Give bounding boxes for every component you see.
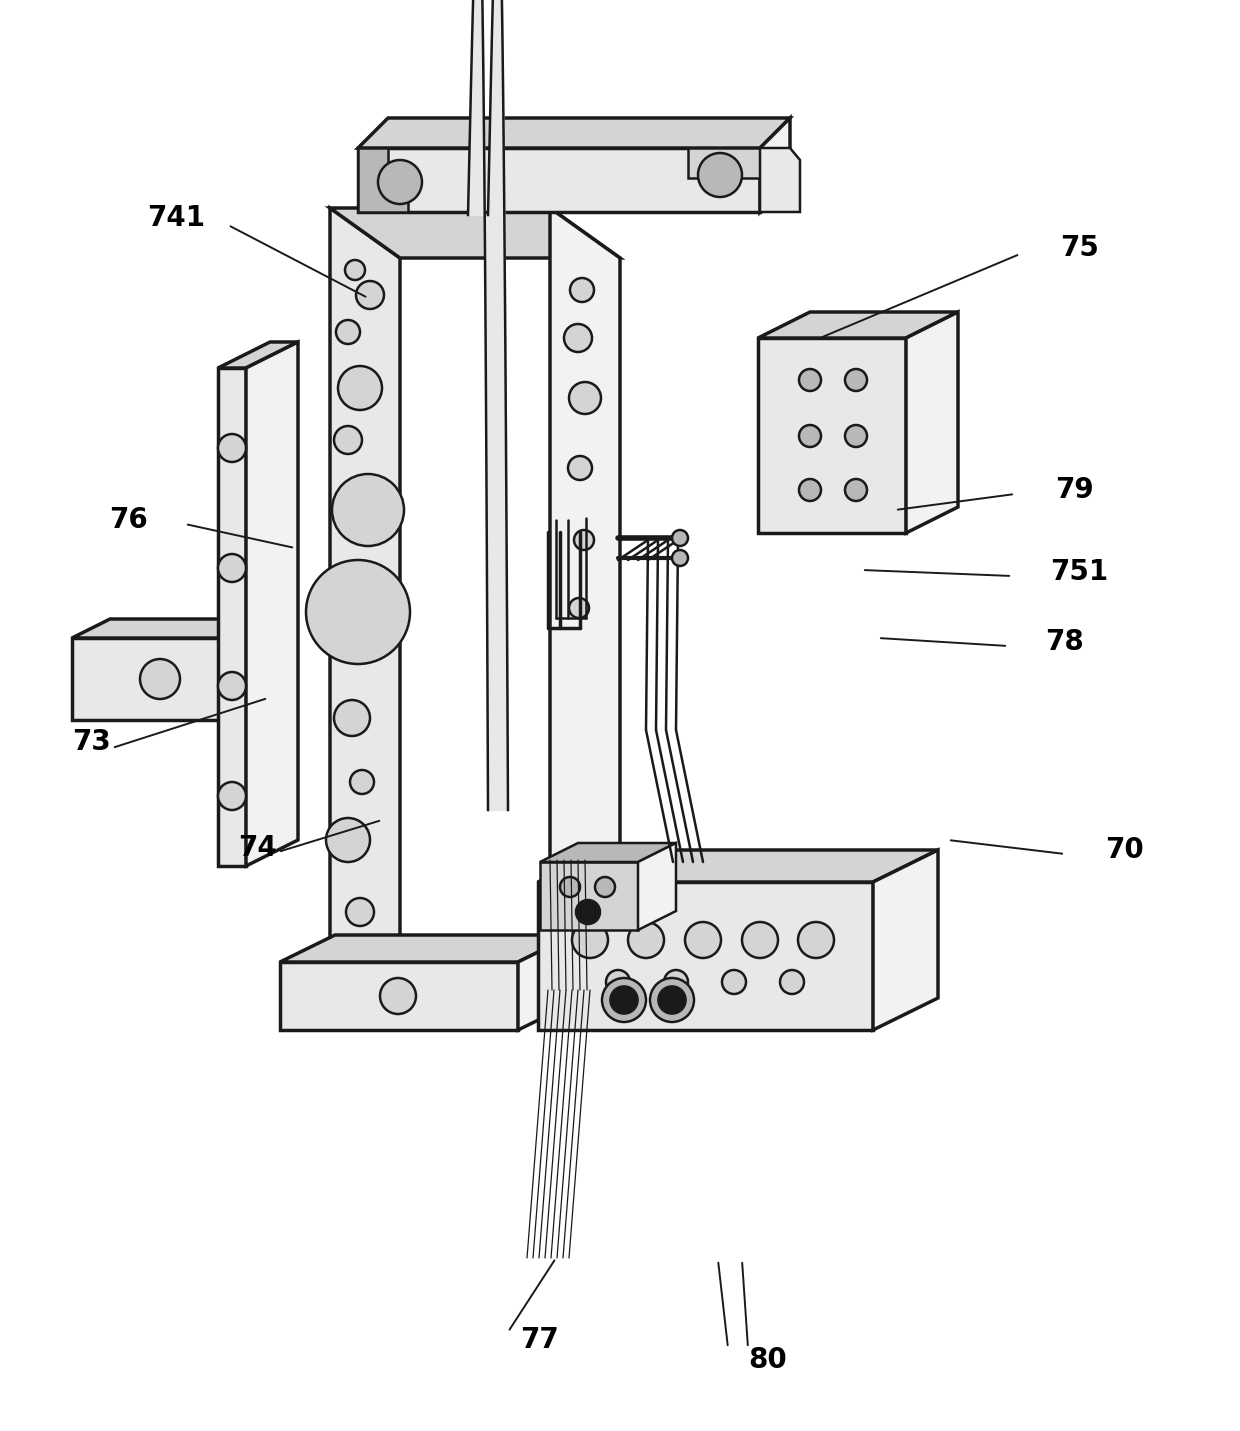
Polygon shape	[358, 147, 760, 212]
Polygon shape	[538, 850, 937, 881]
Circle shape	[568, 456, 591, 479]
Circle shape	[346, 899, 374, 926]
Polygon shape	[760, 117, 790, 212]
Circle shape	[350, 770, 374, 794]
Circle shape	[799, 369, 821, 391]
Circle shape	[663, 970, 688, 995]
Circle shape	[140, 660, 180, 698]
Circle shape	[658, 986, 686, 1015]
Circle shape	[218, 673, 246, 700]
Circle shape	[742, 922, 777, 957]
Circle shape	[601, 977, 646, 1022]
Polygon shape	[218, 368, 246, 866]
Circle shape	[595, 877, 615, 897]
Text: 79: 79	[1055, 477, 1094, 504]
Circle shape	[577, 900, 600, 924]
Text: 751: 751	[1050, 558, 1109, 587]
Circle shape	[799, 922, 835, 957]
Circle shape	[799, 425, 821, 446]
Circle shape	[564, 323, 591, 352]
Circle shape	[332, 474, 404, 547]
Polygon shape	[551, 207, 620, 1007]
Text: 75: 75	[1060, 235, 1099, 262]
Circle shape	[218, 434, 246, 462]
Text: 741: 741	[148, 205, 205, 232]
Polygon shape	[758, 312, 959, 338]
Circle shape	[336, 321, 360, 343]
Circle shape	[572, 922, 608, 957]
Circle shape	[356, 280, 384, 309]
Text: 74: 74	[238, 834, 277, 861]
Polygon shape	[873, 850, 937, 1030]
Text: 76: 76	[109, 507, 148, 534]
Polygon shape	[906, 312, 959, 532]
Polygon shape	[760, 147, 800, 212]
Polygon shape	[518, 934, 573, 1030]
Circle shape	[672, 550, 688, 567]
Circle shape	[672, 529, 688, 547]
Circle shape	[650, 977, 694, 1022]
Circle shape	[345, 260, 365, 280]
Polygon shape	[72, 620, 288, 638]
Circle shape	[569, 598, 589, 618]
Circle shape	[780, 970, 804, 995]
Polygon shape	[280, 934, 573, 962]
Circle shape	[334, 426, 362, 454]
Circle shape	[844, 425, 867, 446]
Polygon shape	[330, 207, 401, 1007]
Polygon shape	[250, 620, 288, 720]
Text: 80: 80	[749, 1347, 787, 1374]
Circle shape	[627, 922, 663, 957]
Polygon shape	[538, 881, 873, 1030]
Polygon shape	[280, 962, 518, 1030]
Polygon shape	[330, 960, 620, 1007]
Circle shape	[684, 922, 720, 957]
Polygon shape	[246, 342, 298, 866]
Circle shape	[844, 369, 867, 391]
Circle shape	[698, 153, 742, 197]
Polygon shape	[639, 843, 676, 930]
Polygon shape	[358, 117, 790, 147]
Circle shape	[799, 479, 821, 501]
Circle shape	[606, 970, 630, 995]
Polygon shape	[358, 147, 408, 212]
Polygon shape	[539, 861, 639, 930]
Circle shape	[306, 560, 410, 664]
Circle shape	[560, 877, 580, 897]
Text: 73: 73	[72, 728, 110, 756]
Circle shape	[218, 554, 246, 582]
Circle shape	[570, 278, 594, 302]
Polygon shape	[758, 338, 906, 532]
Circle shape	[339, 366, 382, 411]
Circle shape	[378, 160, 422, 205]
Circle shape	[574, 529, 594, 550]
Text: 78: 78	[1045, 628, 1084, 655]
Text: 70: 70	[1105, 836, 1143, 864]
Circle shape	[326, 819, 370, 861]
Polygon shape	[72, 638, 250, 720]
Polygon shape	[688, 147, 760, 177]
Circle shape	[334, 700, 370, 736]
Circle shape	[610, 986, 639, 1015]
Polygon shape	[218, 342, 298, 368]
Circle shape	[218, 781, 246, 810]
Circle shape	[844, 479, 867, 501]
Circle shape	[569, 382, 601, 414]
Circle shape	[722, 970, 746, 995]
Polygon shape	[539, 843, 676, 861]
Circle shape	[379, 977, 415, 1015]
Text: 77: 77	[521, 1327, 559, 1354]
Polygon shape	[330, 207, 620, 258]
